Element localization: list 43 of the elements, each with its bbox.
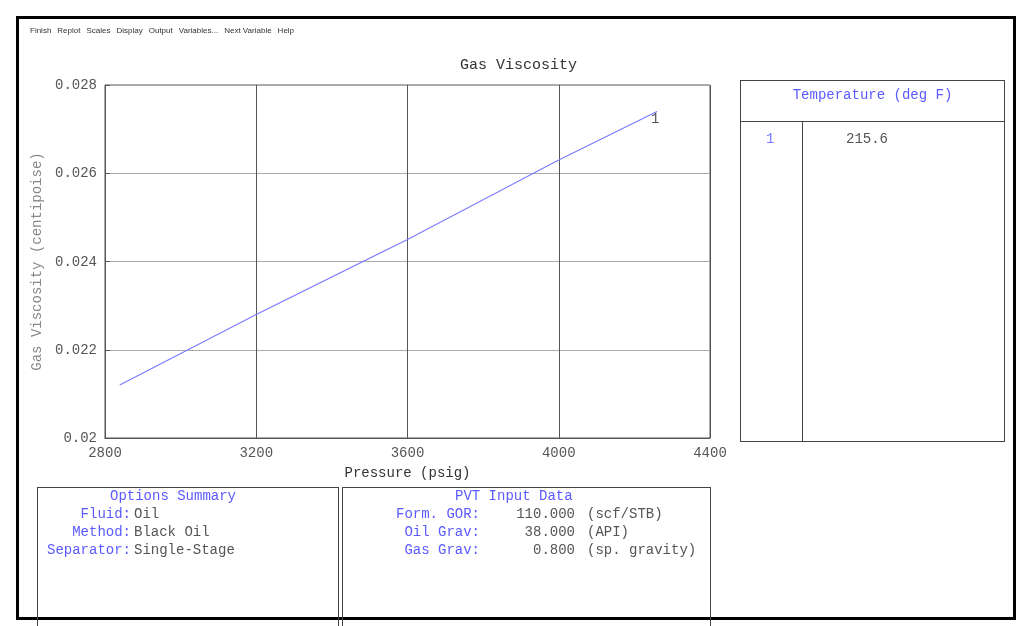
text: Output — [148, 26, 173, 35]
text: Oil — [134, 506, 160, 522]
y-tick-label: 0.02 — [63, 430, 97, 446]
text: Variables... — [178, 26, 219, 35]
text: 0.800 — [532, 542, 575, 558]
y-tick-label: 0.028 — [54, 77, 97, 93]
text: 215.6 — [846, 131, 889, 147]
x-axis-title: Pressure (psig) — [344, 465, 471, 481]
text: 38.000 — [524, 524, 575, 540]
text: Separator: — [46, 542, 131, 558]
line-series — [119, 110, 658, 386]
text: Oil Grav: — [404, 524, 480, 540]
x-tick-label: 2800 — [88, 445, 122, 461]
text: (API) — [587, 524, 630, 540]
legend-title: Temperature (deg F) — [741, 81, 1004, 122]
y-tick-label: 0.024 — [54, 253, 97, 270]
x-tick-label: 3200 — [239, 445, 274, 461]
text: Black Oil — [134, 524, 210, 540]
x-tick-label: 4000 — [541, 445, 576, 461]
x-tick-label: 4400 — [693, 445, 727, 461]
text: 1 — [766, 131, 775, 147]
text: Form. GOR: — [395, 506, 480, 522]
text: Next Variable — [224, 26, 272, 35]
text: Options Summary — [110, 488, 237, 504]
text: (sp. gravity) — [587, 542, 697, 558]
chart-title: Gas Viscosity — [460, 57, 578, 74]
series-label: 1 — [651, 111, 660, 128]
y-axis-title: Gas Viscosity (centipoise) — [29, 152, 46, 371]
text: PVT Input Data — [455, 488, 573, 504]
text: Scales — [86, 26, 111, 35]
text: Gas Grav: — [404, 542, 480, 558]
text: Finish — [30, 26, 52, 35]
text: Replot — [57, 26, 81, 35]
text: Help — [277, 26, 295, 35]
text: Fluid: — [80, 506, 131, 522]
text: Single-Stage — [134, 542, 235, 558]
y-tick-label: 0.022 — [54, 341, 97, 358]
text: Method: — [72, 524, 131, 540]
text: Display — [116, 26, 143, 35]
x-tick-label: 3600 — [390, 445, 425, 461]
text: 110.000 — [516, 506, 575, 522]
text: (scf/STB) — [587, 506, 663, 522]
y-tick-label: 0.026 — [54, 165, 97, 182]
